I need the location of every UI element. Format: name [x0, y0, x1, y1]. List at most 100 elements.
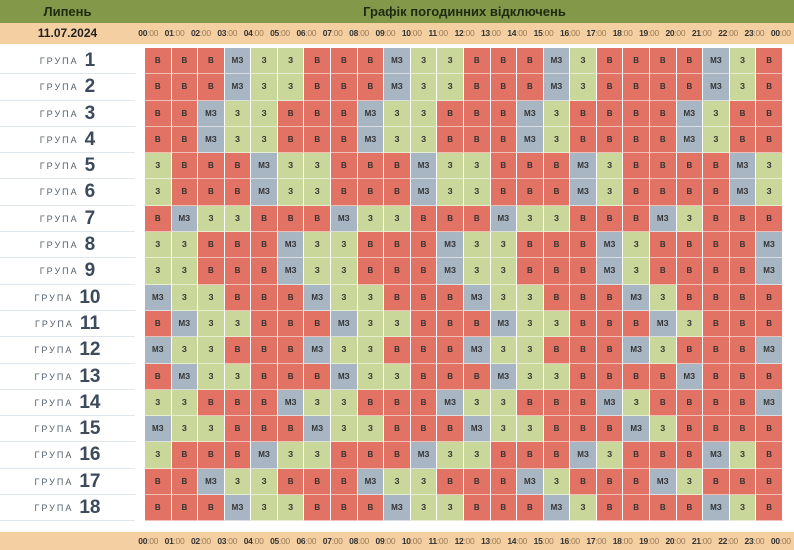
- bottom-hour-3: 03:00: [217, 536, 238, 546]
- schedule-cell: В: [623, 495, 650, 522]
- schedule-cell: З: [756, 179, 783, 206]
- schedule-cell: В: [357, 442, 385, 469]
- group-number: 7: [84, 207, 96, 229]
- schedule-cell: З: [517, 284, 544, 311]
- schedule-cell: З: [384, 126, 411, 154]
- group-word: ГРУПА: [39, 161, 79, 172]
- group-row: ГРУПА 5 З В В В МЗ З З В В В МЗ З З В В В МЗ З В В В В МЗ З: [0, 153, 794, 180]
- hour-header-top: 00:00 01:00 02:00 03:00 04:00 05:00 06:00 07:00…: [135, 23, 794, 44]
- schedule-cell: З: [145, 258, 172, 285]
- top-hour-24: 00:00: [770, 28, 791, 38]
- schedule-cell: В: [410, 310, 438, 338]
- schedule-cell: МЗ: [145, 284, 172, 311]
- schedule-cell: В: [596, 416, 624, 443]
- schedule-cell: З: [756, 153, 783, 180]
- schedule-cell: З: [437, 442, 464, 469]
- top-hour-7: 07:00: [322, 28, 343, 38]
- schedule-cell: В: [198, 232, 225, 259]
- top-hour-18: 18:00: [612, 28, 633, 38]
- group-number: 4: [84, 128, 96, 150]
- schedule-cell: З: [649, 337, 677, 364]
- group-label: ГРУПА 18: [0, 495, 135, 522]
- schedule-cell: В: [384, 232, 411, 259]
- group-row: ГРУПА 7 В МЗ З З В В В МЗ З З В В В МЗ З З В В В МЗ З В В В: [0, 205, 794, 233]
- schedule-cell: З: [384, 100, 411, 127]
- schedule-cell: В: [357, 232, 385, 259]
- schedule-cell: З: [623, 258, 650, 285]
- schedule-cell: В: [729, 310, 757, 338]
- schedule-cell: З: [463, 442, 491, 469]
- schedule-cell: В: [756, 442, 783, 469]
- group-row: ГРУПА 16 З В В В МЗ З З В В В МЗ З З В В В МЗ З В В В МЗ З В: [0, 442, 794, 469]
- schedule-cell: В: [596, 337, 624, 364]
- schedule-cell: В: [224, 337, 252, 364]
- schedule-cell: В: [437, 363, 464, 390]
- schedule-cell: В: [543, 337, 571, 364]
- schedule-cell: В: [145, 126, 172, 154]
- group-row: ГРУПА 10 МЗ З З В В В МЗ З З В В В МЗ З З В В В МЗ З В В В В: [0, 284, 794, 311]
- schedule-cell: З: [490, 258, 518, 285]
- top-hour-17: 17:00: [586, 28, 607, 38]
- schedule-cell: З: [224, 205, 252, 233]
- schedule-cell: З: [198, 284, 225, 311]
- schedule-cell: В: [277, 205, 305, 233]
- schedule-cell: В: [357, 389, 385, 417]
- schedule-cell: В: [756, 363, 783, 390]
- group-cells: З З В В В МЗ З З В В В МЗ З З В В В МЗ З В В В В МЗ: [145, 232, 783, 259]
- schedule-cell: З: [251, 495, 278, 522]
- group-label: ГРУПА 2: [0, 74, 135, 101]
- schedule-cell: В: [437, 284, 464, 311]
- schedule-cell: З: [331, 258, 358, 285]
- schedule-cell: МЗ: [357, 126, 385, 154]
- group-number: 11: [79, 312, 100, 334]
- schedule-cell: В: [570, 100, 597, 127]
- group-word: ГРУПА: [34, 371, 74, 382]
- schedule-cell: В: [517, 258, 544, 285]
- schedule-cell: В: [729, 100, 757, 127]
- group-cells: З В В В МЗ З З В В В МЗ З З В В В МЗ З В В В В МЗ З: [145, 179, 783, 206]
- schedule-cell: МЗ: [198, 126, 225, 154]
- group-number: 12: [79, 339, 101, 361]
- schedule-cell: В: [463, 74, 491, 101]
- schedule-cell: З: [729, 495, 757, 522]
- schedule-cell: В: [410, 363, 438, 390]
- schedule-cell: В: [198, 74, 225, 101]
- schedule-cell: З: [410, 74, 438, 101]
- schedule-cell: В: [596, 48, 624, 75]
- schedule-cell: З: [171, 389, 199, 417]
- group-word: ГРУПА: [34, 292, 74, 303]
- schedule-cell: В: [623, 100, 650, 127]
- schedule-cell: В: [224, 442, 252, 469]
- group-cells: В В В МЗ З З В В В МЗ З З В В В МЗ З В В В В МЗ З В: [145, 48, 783, 75]
- schedule-cell: В: [570, 310, 597, 338]
- schedule-cell: В: [331, 126, 358, 154]
- top-hour-2: 02:00: [191, 28, 211, 38]
- schedule-cell: В: [304, 468, 332, 496]
- schedule-cell: В: [756, 284, 783, 311]
- schedule-cell: В: [703, 205, 730, 233]
- group-word: ГРУПА: [34, 345, 74, 356]
- schedule-cell: З: [357, 310, 385, 338]
- top-hour-6: 06:00: [296, 28, 317, 38]
- group-number: 15: [79, 418, 101, 440]
- schedule-cell: В: [623, 468, 650, 496]
- schedule-cell: В: [410, 389, 438, 417]
- top-hour-12: 12:00: [454, 28, 475, 38]
- group-row: ГРУПА 18 В В В МЗ З З В В В МЗ З З В В В МЗ З В В В В МЗ З В: [0, 495, 794, 522]
- schedule-cell: В: [251, 310, 278, 338]
- group-number: 5: [84, 155, 96, 177]
- schedule-cell: З: [410, 126, 438, 154]
- schedule-cell: В: [224, 416, 252, 443]
- schedule-cell: В: [384, 153, 411, 180]
- schedule-cell: В: [623, 126, 650, 154]
- schedule-cell: МЗ: [490, 205, 518, 233]
- bottom-hour-9: 09:00: [375, 536, 396, 546]
- schedule-cell: В: [357, 153, 385, 180]
- schedule-cell: З: [224, 126, 252, 154]
- schedule-cell: В: [490, 179, 518, 206]
- schedule-cell: В: [384, 389, 411, 417]
- schedule-cell: В: [570, 468, 597, 496]
- schedule-cell: З: [304, 153, 332, 180]
- schedule-cell: В: [623, 153, 650, 180]
- schedule-cell: З: [729, 74, 757, 101]
